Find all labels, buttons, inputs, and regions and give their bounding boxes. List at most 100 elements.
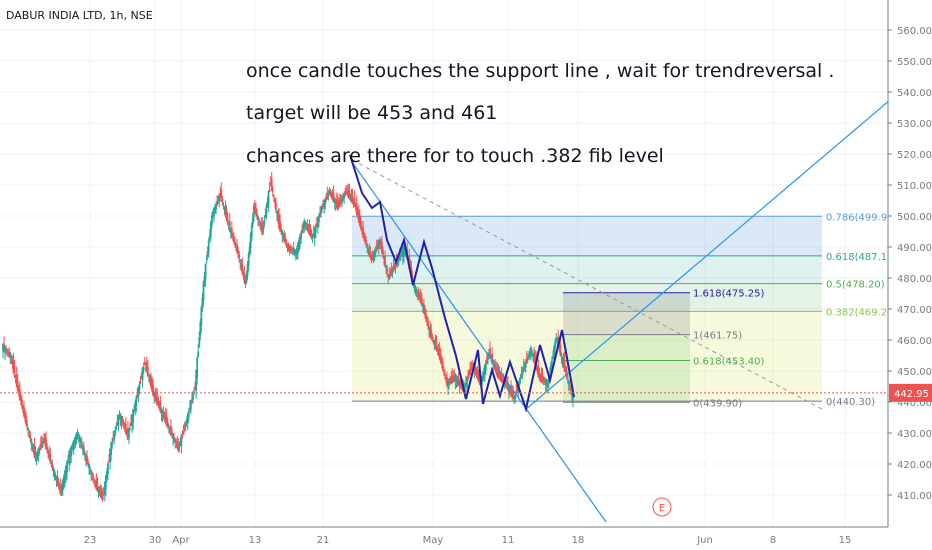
candle-body <box>509 389 511 392</box>
candle-body <box>330 194 333 196</box>
candle-body <box>130 422 132 426</box>
candle-body <box>112 437 115 441</box>
candle-body <box>354 205 357 207</box>
candle-body <box>347 189 350 197</box>
candle-body <box>538 372 541 379</box>
candle-body <box>95 480 98 490</box>
candle-body <box>69 448 72 459</box>
candle-body <box>443 372 446 375</box>
candle-body <box>300 232 302 240</box>
candle-body <box>476 371 479 379</box>
price-tick-label: 490.00 <box>897 243 932 254</box>
candle-body <box>336 200 339 210</box>
candle-body <box>390 270 393 276</box>
candle-body <box>77 433 80 437</box>
candle-body <box>564 368 567 371</box>
candle-body <box>342 197 344 199</box>
candle-body <box>456 378 459 382</box>
candle-body <box>55 476 58 480</box>
candle-body <box>478 377 481 383</box>
candle-body <box>350 194 353 202</box>
candle-body <box>334 200 337 205</box>
candle-body <box>466 376 468 388</box>
candle-body <box>566 377 569 379</box>
candle-body <box>361 228 363 230</box>
candle-body <box>285 242 288 244</box>
candle-body <box>155 394 158 403</box>
candle-body <box>284 237 287 243</box>
candle-body <box>119 413 122 419</box>
candle-body <box>329 191 332 193</box>
candle-body <box>23 407 25 417</box>
candle-body <box>235 245 237 247</box>
descending-trendline <box>351 161 607 523</box>
candle-body <box>501 378 504 381</box>
candle-body <box>137 387 140 397</box>
candle-body <box>553 346 555 357</box>
candle-body <box>179 442 182 444</box>
candle-body <box>454 373 457 382</box>
candle-body <box>297 242 299 253</box>
candle-body <box>457 378 460 384</box>
candle-body <box>250 225 253 237</box>
candle-body <box>226 216 229 223</box>
candle-body <box>143 363 146 365</box>
candle-body <box>229 228 232 232</box>
candle-body <box>163 415 166 419</box>
candle-body <box>212 213 214 216</box>
candle-body <box>382 250 384 255</box>
candle-body <box>529 351 531 355</box>
candle-body <box>251 217 254 225</box>
candle-body <box>70 446 73 456</box>
candle-body <box>80 441 83 447</box>
candle-body <box>268 189 271 192</box>
candle-body <box>425 313 427 320</box>
candle-body <box>328 192 331 194</box>
candle-body <box>171 431 173 435</box>
candle-body <box>499 376 502 378</box>
candle-body <box>569 388 572 390</box>
candle-body <box>34 451 37 460</box>
candle-body <box>32 446 35 450</box>
candle-body <box>12 360 15 374</box>
candle-body <box>183 428 186 430</box>
candle-body <box>304 222 307 225</box>
candle-body <box>397 257 400 262</box>
time-tick-label: 11 <box>502 535 515 546</box>
candle-body <box>438 348 441 360</box>
candle-body <box>262 225 265 232</box>
candle-body <box>512 392 515 400</box>
candle-body <box>115 427 118 429</box>
candle-body <box>9 352 12 358</box>
candle-body <box>122 422 125 425</box>
candle-body <box>223 207 226 209</box>
candle-body <box>373 251 376 257</box>
candle-body <box>322 205 325 207</box>
price-tick-label: 550.00 <box>897 57 932 68</box>
price-tick-label: 470.00 <box>897 305 932 316</box>
candle-body <box>313 227 316 239</box>
candle-body <box>554 342 557 350</box>
candle-body <box>305 225 308 227</box>
candle-body <box>61 480 64 490</box>
candle-body <box>514 395 517 400</box>
candle-body <box>367 248 370 250</box>
candle-body <box>66 460 68 473</box>
candle-body <box>269 183 272 186</box>
candle-body <box>24 413 26 419</box>
candle-body <box>294 251 297 255</box>
candle-body <box>363 235 365 238</box>
candle-body <box>385 265 388 268</box>
candle-body <box>289 248 292 250</box>
event-marker-label: E <box>659 503 665 514</box>
candle-body <box>58 486 61 489</box>
candle-body <box>551 360 553 366</box>
candle-body <box>107 463 109 474</box>
candle-body <box>186 413 189 424</box>
candle-body <box>16 380 19 391</box>
candle-body <box>117 416 120 425</box>
candle-body <box>124 424 127 434</box>
candle-body <box>396 259 399 264</box>
candle-body <box>389 273 392 277</box>
